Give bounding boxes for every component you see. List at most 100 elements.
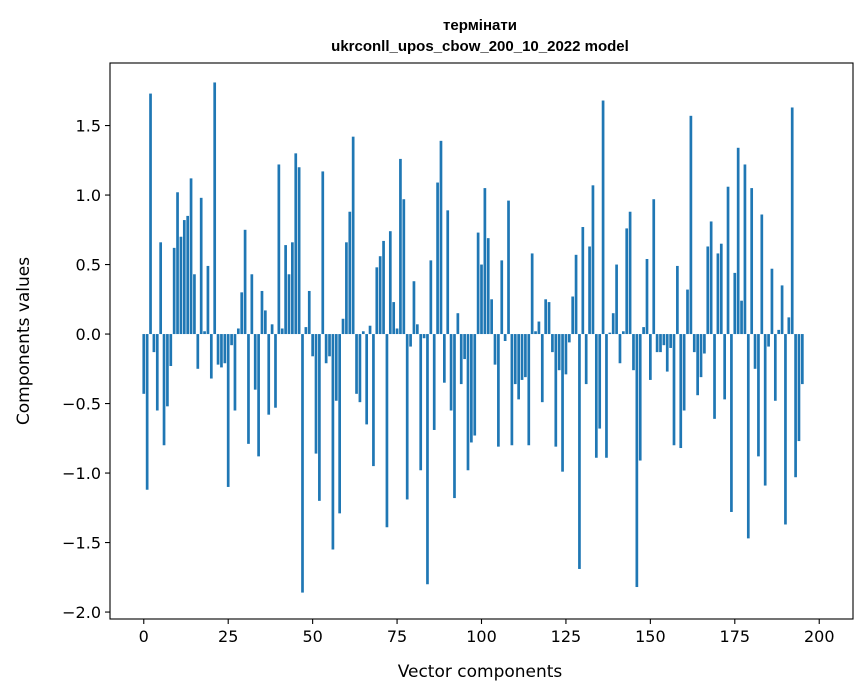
bar-130	[581, 227, 585, 335]
bar-171	[719, 243, 723, 335]
bar-15	[193, 274, 196, 335]
bar-175	[733, 272, 737, 335]
bar-187	[773, 334, 777, 401]
y-tick-label: −0.5	[62, 395, 101, 414]
bar-166	[703, 334, 706, 354]
bar-57	[334, 334, 338, 401]
bar-147	[638, 334, 642, 461]
bar-121	[551, 334, 554, 353]
bar-100	[480, 264, 483, 335]
bar-106	[500, 260, 504, 335]
bar-29	[240, 292, 244, 335]
bar-140	[615, 264, 618, 335]
bar-137	[605, 334, 608, 458]
bar-104	[493, 334, 497, 365]
bar-53	[321, 171, 325, 335]
bar-86	[432, 334, 436, 430]
bar-110	[513, 334, 517, 385]
bar-3	[152, 334, 156, 353]
bar-93	[456, 313, 460, 335]
bar-173	[726, 186, 730, 335]
bar-141	[618, 334, 622, 364]
bar-21	[213, 82, 217, 335]
y-tick-label: 0.0	[76, 325, 101, 344]
bars-group	[142, 82, 804, 593]
bar-189	[780, 285, 784, 335]
bar-67	[368, 325, 372, 335]
x-tick-label: 200	[804, 627, 835, 646]
bar-79	[409, 334, 412, 347]
bar-168	[709, 221, 713, 335]
bar-143	[625, 228, 629, 335]
bar-118	[540, 334, 544, 403]
bar-83	[422, 334, 426, 339]
x-axis-ticks: 0 25 50 75 100 125 150 175 200	[139, 619, 835, 646]
bar-96	[466, 334, 470, 471]
bar-193	[794, 334, 797, 478]
bar-27	[233, 334, 237, 411]
bar-9	[172, 247, 176, 335]
x-tick-label: 50	[302, 627, 322, 646]
bar-192	[790, 107, 794, 335]
x-tick-label: 150	[635, 627, 666, 646]
bar-195	[800, 334, 804, 385]
bar-2	[149, 93, 152, 335]
bar-133	[591, 185, 595, 335]
bar-124	[561, 334, 564, 472]
bar-37	[267, 334, 271, 415]
bar-0	[142, 334, 146, 394]
bar-34	[257, 334, 260, 457]
bar-46	[297, 167, 301, 335]
bar-51	[314, 334, 318, 454]
bar-68	[372, 334, 375, 467]
bar-145	[632, 334, 635, 371]
bar-142	[621, 331, 625, 335]
bar-158	[676, 265, 679, 335]
y-tick-label: −1.0	[62, 464, 101, 483]
bar-126	[567, 334, 571, 343]
bar-90	[446, 210, 450, 335]
bar-105	[497, 334, 500, 447]
bar-77	[402, 199, 406, 335]
bar-80	[412, 281, 416, 335]
bar-157	[672, 334, 676, 446]
bar-59	[341, 318, 345, 335]
bar-127	[571, 296, 575, 335]
bar-62	[351, 136, 355, 335]
bar-182	[757, 334, 760, 457]
x-tick-label: 25	[218, 627, 238, 646]
bar-4	[155, 334, 159, 411]
x-tick-label: 0	[139, 627, 149, 646]
bar-76	[399, 158, 402, 335]
bar-186	[770, 268, 774, 335]
bar-6	[162, 334, 166, 446]
bar-88	[439, 140, 443, 335]
bar-11	[179, 236, 183, 335]
bar-42	[284, 245, 287, 335]
bar-69	[375, 267, 379, 335]
x-tick-label: 100	[466, 627, 497, 646]
bar-41	[280, 328, 284, 335]
y-tick-label: 0.5	[76, 256, 101, 275]
chart-title-line-1: термінати	[443, 17, 517, 34]
bar-50	[311, 334, 314, 357]
bar-167	[706, 246, 710, 335]
bar-109	[510, 334, 514, 446]
bar-33	[253, 334, 257, 390]
bar-56	[331, 334, 335, 550]
bar-102	[486, 238, 490, 335]
bar-1	[145, 334, 149, 490]
bar-39	[274, 334, 277, 408]
bar-32	[250, 274, 254, 335]
bar-176	[736, 147, 740, 335]
bar-55	[328, 334, 331, 357]
bar-19	[206, 265, 210, 335]
bar-172	[723, 334, 727, 400]
bar-64	[358, 334, 362, 403]
bar-31	[247, 334, 250, 444]
plot-frame	[109, 62, 854, 620]
bar-117	[537, 321, 541, 335]
bar-159	[679, 334, 683, 449]
bar-131	[584, 334, 588, 385]
bar-164	[696, 334, 699, 396]
